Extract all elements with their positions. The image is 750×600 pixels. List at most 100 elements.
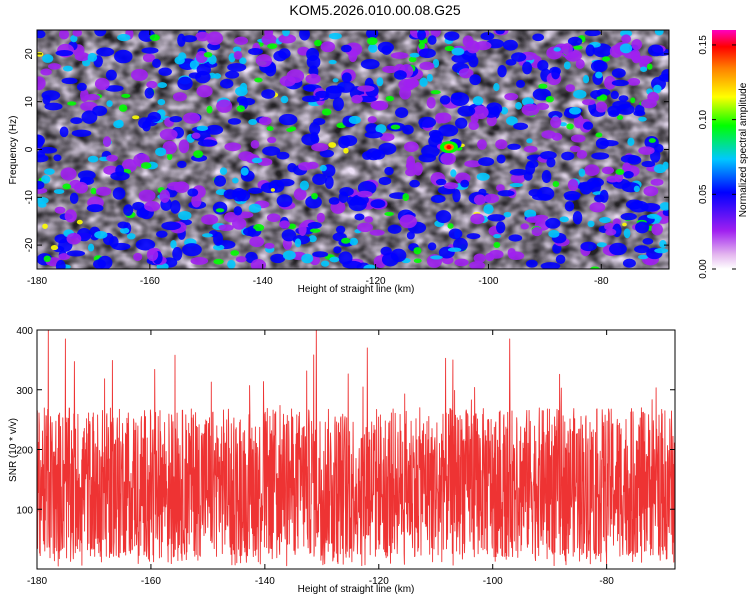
heatmap-blob bbox=[280, 95, 289, 104]
heatmap-blob bbox=[282, 30, 290, 37]
heatmap-blob bbox=[325, 85, 342, 100]
heatmap-blob bbox=[159, 189, 170, 203]
heatmap-blob bbox=[44, 102, 63, 111]
heatmap-blob bbox=[444, 45, 455, 52]
heatmap-blob bbox=[276, 151, 290, 160]
heatmap-blob bbox=[236, 96, 248, 104]
heatmap-blob bbox=[293, 188, 307, 201]
heatmap-blob bbox=[96, 47, 115, 57]
heatmap-blob bbox=[378, 176, 392, 186]
heatmap-blob bbox=[553, 47, 561, 52]
heatmap-blob bbox=[66, 250, 86, 257]
heatmap-blob bbox=[366, 37, 378, 46]
heatmap-blob bbox=[233, 206, 243, 216]
heatmap-blob bbox=[643, 186, 659, 197]
heatmap-blob bbox=[55, 259, 66, 269]
heatmap-blob bbox=[43, 255, 51, 263]
heatmap-blob bbox=[215, 208, 225, 213]
heatmap-blob bbox=[587, 220, 595, 228]
heatmap-blob bbox=[478, 188, 487, 196]
heatmap-x-tick-label: -100 bbox=[478, 276, 498, 287]
heatmap-blob bbox=[106, 100, 113, 107]
heatmap-blob bbox=[76, 82, 87, 92]
heatmap-blob bbox=[111, 242, 131, 251]
heatmap-blob bbox=[54, 206, 66, 214]
heatmap-blob bbox=[255, 54, 273, 68]
heatmap-blob bbox=[409, 52, 420, 58]
heatmap-blob bbox=[609, 242, 627, 256]
heatmap-blob bbox=[218, 224, 234, 232]
snr-x-tick-label: -80 bbox=[599, 576, 614, 587]
heatmap-blob bbox=[430, 255, 443, 260]
heatmap-blob bbox=[147, 111, 161, 123]
heatmap-blob bbox=[599, 217, 611, 224]
heatmap-blob bbox=[604, 75, 616, 90]
snr-y-axis-label: SNR (10 * v/v) bbox=[8, 418, 19, 482]
heatmap-blob bbox=[236, 189, 251, 202]
heatmap-blob bbox=[538, 83, 548, 89]
heatmap-blob bbox=[50, 245, 59, 251]
heatmap-blob bbox=[309, 228, 321, 233]
heatmap-blob bbox=[138, 189, 156, 202]
heatmap-blob bbox=[181, 243, 202, 257]
heatmap-blob bbox=[599, 94, 608, 101]
heatmap-blob bbox=[329, 256, 340, 263]
heatmap-blob bbox=[230, 250, 240, 256]
heatmap-blob bbox=[532, 33, 544, 42]
heatmap-blob bbox=[167, 181, 185, 191]
heatmap-blob bbox=[312, 173, 327, 186]
heatmap-blob bbox=[90, 187, 97, 195]
heatmap-blob bbox=[427, 242, 437, 251]
heatmap-blob bbox=[633, 185, 640, 193]
heatmap-blob bbox=[503, 211, 512, 218]
heatmap-blob bbox=[213, 258, 224, 265]
heatmap-blob bbox=[646, 63, 653, 70]
snr-y-tick-label: 300 bbox=[16, 386, 33, 397]
heatmap-blob bbox=[157, 82, 168, 88]
heatmap-blob bbox=[251, 157, 263, 164]
heatmap-blob bbox=[305, 195, 322, 209]
heatmap-blob bbox=[348, 115, 361, 125]
heatmap-blob bbox=[189, 60, 199, 70]
heatmap-blob bbox=[239, 57, 247, 65]
heatmap-x-tick-label: -120 bbox=[366, 276, 386, 287]
heatmap-blob bbox=[141, 47, 159, 54]
heatmap-blob bbox=[627, 77, 641, 86]
heatmap-blob bbox=[634, 245, 650, 254]
heatmap-blob bbox=[362, 151, 373, 160]
heatmap-blob bbox=[596, 242, 607, 248]
heatmap-blob bbox=[197, 139, 218, 147]
heatmap-blob bbox=[381, 252, 399, 267]
heatmap-blob bbox=[253, 224, 265, 232]
heatmap-blob bbox=[105, 69, 117, 81]
heatmap-blob bbox=[513, 122, 529, 130]
heatmap-blob bbox=[37, 52, 44, 57]
heatmap-blob bbox=[406, 155, 416, 170]
heatmap-blob bbox=[314, 39, 322, 47]
heatmap-blob bbox=[497, 190, 515, 197]
heatmap-blob bbox=[575, 59, 585, 69]
heatmap-blob bbox=[248, 118, 258, 125]
heatmap-blob bbox=[47, 63, 61, 70]
heatmap-blob bbox=[53, 154, 62, 162]
heatmap-blob bbox=[142, 120, 151, 132]
heatmap-blob bbox=[385, 95, 395, 102]
snr-x-tick-label: -180 bbox=[27, 576, 47, 587]
heatmap-blob bbox=[418, 42, 425, 50]
heatmap-blob bbox=[572, 210, 583, 225]
heatmap-blob bbox=[493, 234, 501, 239]
heatmap-blob bbox=[158, 67, 172, 76]
heatmap-blob bbox=[338, 135, 351, 149]
heatmap-blob bbox=[235, 86, 248, 97]
heatmap-blob bbox=[177, 76, 193, 91]
heatmap-blob bbox=[76, 219, 83, 225]
heatmap-blob bbox=[375, 124, 387, 134]
heatmap-blob bbox=[208, 54, 217, 65]
heatmap-blob bbox=[206, 31, 224, 46]
snr-y-tick-label: 200 bbox=[16, 446, 33, 457]
heatmap-blob bbox=[402, 193, 410, 201]
heatmap-blob bbox=[243, 227, 257, 236]
heatmap-blob bbox=[418, 116, 437, 128]
heatmap-blob bbox=[170, 239, 177, 249]
heatmap-blob bbox=[227, 259, 236, 269]
